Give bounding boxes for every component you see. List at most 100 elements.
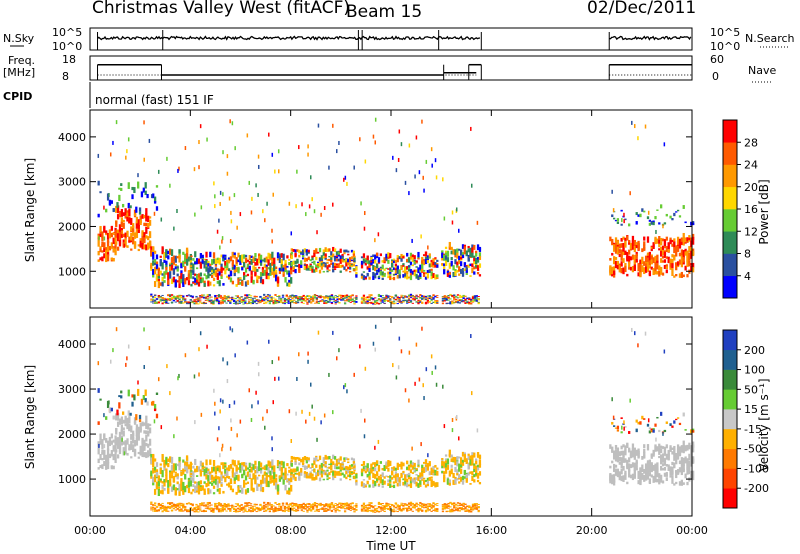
velocity-cell (157, 509, 161, 511)
colorbar-swatch (723, 164, 737, 188)
velocity-cell (157, 504, 161, 506)
velocity-cell (449, 506, 452, 508)
velocity-cell (246, 505, 249, 507)
power-noise (420, 234, 422, 239)
power-cell (244, 297, 247, 299)
power-cell (128, 240, 131, 243)
velocity-cell (396, 506, 399, 508)
power-cell (332, 263, 335, 269)
power-cell (383, 257, 386, 263)
velocity-cell (324, 461, 327, 465)
velocity-cell (147, 423, 150, 430)
power-cell (660, 249, 663, 257)
power-cell (458, 273, 461, 276)
power-cell (475, 265, 478, 268)
velocity-cell (155, 506, 159, 508)
power-cell (451, 295, 454, 297)
power-cell (330, 301, 334, 304)
velocity-cell (456, 469, 459, 476)
velocity-cell (436, 509, 439, 511)
velocity-cell (128, 447, 131, 451)
power-cell (224, 260, 227, 266)
power-cell (124, 232, 127, 238)
power-cell (233, 252, 236, 257)
power-cell (205, 275, 208, 280)
power-cell (202, 302, 206, 304)
velocity-cell (248, 462, 251, 468)
power-cell (468, 298, 471, 301)
velocity-cell (259, 507, 262, 510)
power-cell (300, 298, 303, 300)
velocity-cell (366, 474, 369, 478)
velocity-cell (302, 505, 305, 507)
power-cell (407, 265, 411, 268)
colorbar-swatch (723, 253, 737, 277)
velocity-cell (311, 463, 314, 468)
power-cell (409, 296, 413, 298)
power-cell (264, 301, 268, 304)
velocity-cell (428, 505, 431, 507)
velocity-cell (290, 477, 293, 483)
velocity-cell (269, 470, 272, 477)
power-cell (301, 249, 305, 255)
power-cell (223, 295, 226, 298)
power-cell (379, 302, 382, 304)
power-cell (661, 260, 665, 263)
power-cell (456, 297, 460, 299)
velocity-cell (233, 477, 236, 481)
velocity-cell (232, 505, 236, 507)
velocity-cell (424, 510, 428, 513)
power-noise (218, 218, 220, 223)
power-cell (153, 301, 157, 303)
power-cell (345, 262, 348, 267)
velocity-cell (266, 507, 270, 509)
power-cell (462, 300, 465, 302)
velocity-cell (252, 464, 255, 470)
power-cell (305, 258, 308, 262)
power-cell (335, 255, 339, 259)
velocity-cell (229, 507, 232, 510)
power-noise (248, 180, 251, 185)
power-cell (661, 249, 665, 256)
power-cell (688, 252, 691, 261)
power-cell (614, 242, 618, 250)
velocity-cell (326, 469, 329, 472)
power-cell (406, 300, 409, 302)
power-cell (470, 301, 473, 303)
velocity-cell (152, 506, 155, 508)
power-cell (372, 275, 375, 280)
power-noise (115, 120, 118, 125)
velocity-cell (454, 466, 457, 473)
velocity-cell (381, 508, 384, 510)
power-cell (248, 302, 251, 304)
power-noise (194, 212, 196, 217)
velocity-cell (253, 503, 256, 506)
velocity-cell (313, 504, 317, 507)
velocity-cell (221, 509, 224, 511)
power-cell (458, 255, 461, 262)
power-cell (315, 301, 319, 304)
velocity-cell (217, 510, 221, 512)
power-cell (688, 246, 691, 253)
power-cell (334, 295, 337, 297)
velocity-cell (120, 438, 124, 446)
power-cell (167, 255, 170, 260)
power-cell (114, 235, 117, 242)
velocity-cell (284, 477, 287, 480)
velocity-cell (165, 507, 168, 510)
power-noise (184, 146, 187, 151)
power-cell (132, 236, 135, 241)
power-cell (163, 299, 166, 301)
power-cell (289, 299, 292, 301)
power-cell (214, 297, 217, 299)
velocity-cell (332, 508, 335, 510)
power-cell (143, 237, 146, 244)
power-cell (680, 260, 683, 268)
power-cell (258, 276, 261, 279)
power-cell (187, 256, 191, 262)
power-cell (302, 302, 305, 304)
power-cell (270, 297, 273, 299)
power-cell (612, 244, 616, 252)
velocity-cell (246, 510, 249, 513)
velocity-cell (458, 463, 461, 470)
